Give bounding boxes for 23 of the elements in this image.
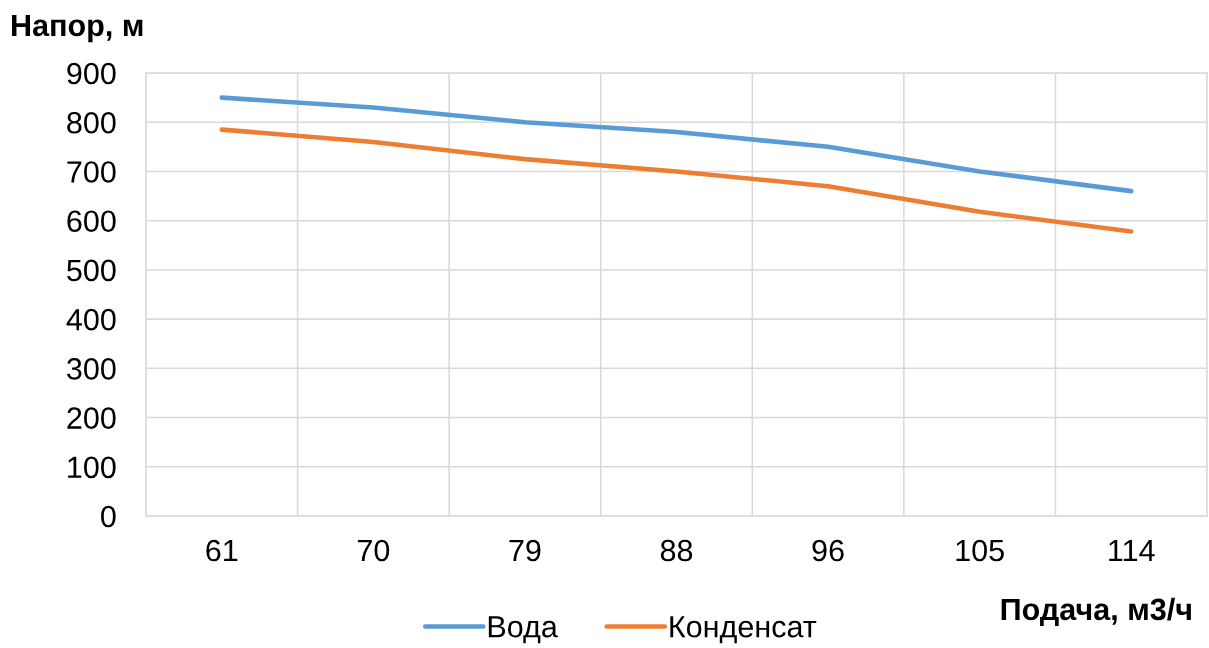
y-tick-label: 800 — [67, 111, 116, 134]
x-axis-title: Подача, м3/ч — [1001, 597, 1191, 626]
y-tick-label: 700 — [67, 161, 116, 183]
x-tick-label: 88 — [660, 539, 693, 562]
legend-label: Вода — [488, 616, 558, 644]
y-tick-label: 400 — [66, 308, 116, 331]
y-axis-title: Напор, м — [12, 14, 143, 43]
y-tick-label: 500 — [67, 259, 116, 282]
x-tick-label: 96 — [812, 539, 844, 562]
y-tick-label: 200 — [67, 407, 116, 429]
x-tick-label: 105 — [956, 539, 1004, 562]
line-series — [219, 95, 1134, 194]
x-tick-label: 61 — [206, 539, 238, 562]
y-tick-label: 300 — [67, 358, 116, 380]
y-tick-label: 900 — [67, 62, 116, 85]
x-tick-label: 70 — [357, 539, 390, 562]
x-tick-label: 79 — [509, 539, 541, 562]
y-tick-label: 100 — [68, 456, 116, 479]
y-tick-label: 600 — [67, 210, 116, 233]
y-tick-label: 0 — [101, 505, 116, 528]
legend-label: Конденсат — [670, 616, 817, 644]
x-tick-label: 114 — [1109, 540, 1155, 562]
line-series — [219, 127, 1134, 234]
